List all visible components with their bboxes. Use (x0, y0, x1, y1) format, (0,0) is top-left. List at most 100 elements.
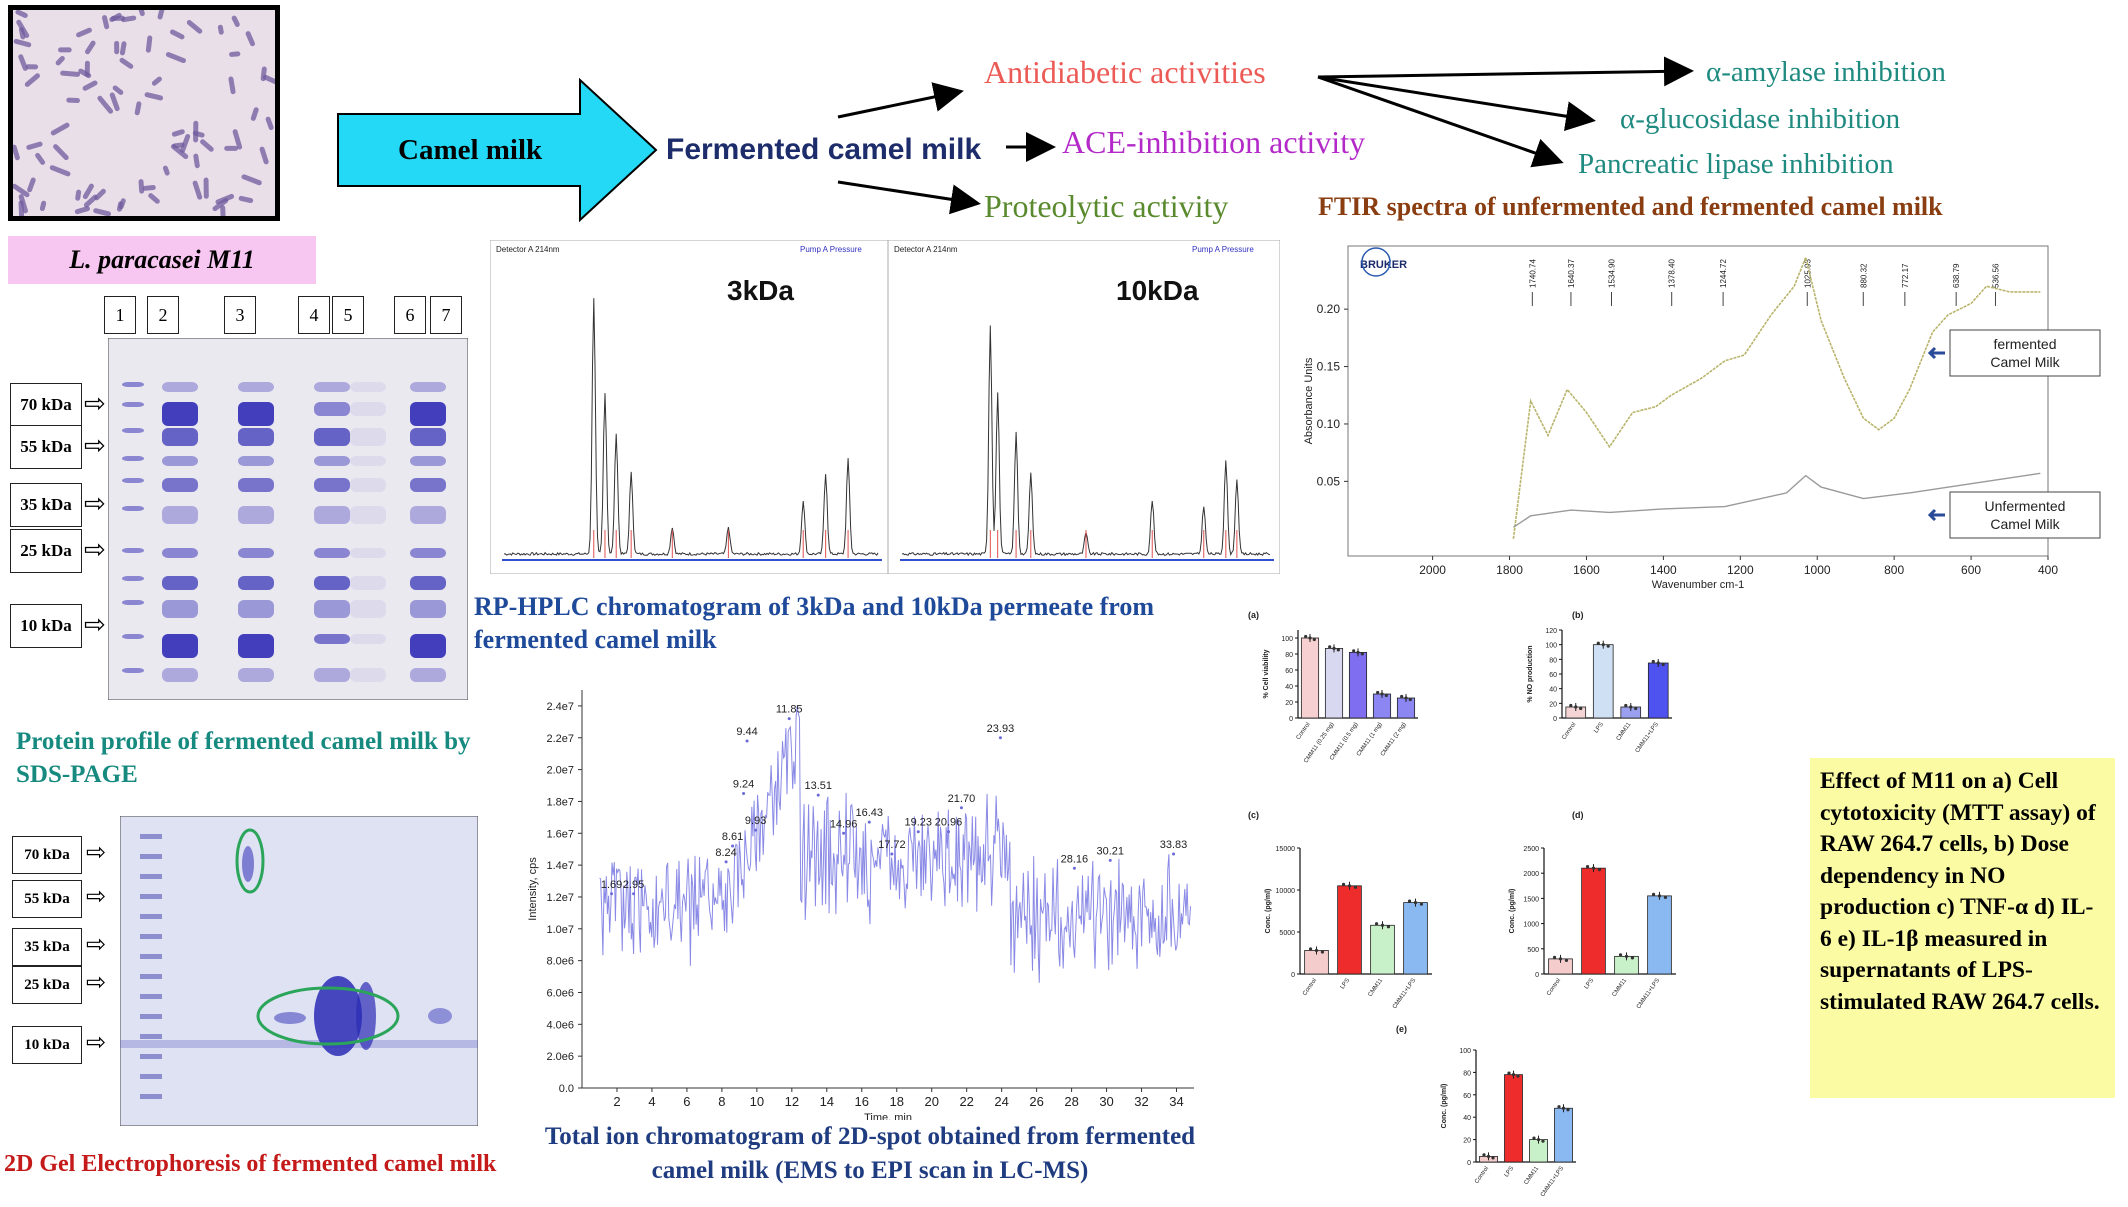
total-ion-chromatogram: 0.0 2.0e6 4.0e6 6.0e6 8.0e6 1.0e7 1.2e7 1.4e7 1.… (527, 690, 1194, 1120)
ftir-peak-label: 1534.90 (1608, 259, 1617, 288)
bacterium-rod (50, 122, 70, 136)
bacterium-rod (74, 206, 90, 215)
data-point (1404, 696, 1408, 700)
marker-arrow-icon: ⇨ (86, 970, 107, 996)
ftir-x-tick-label: 1000 (1804, 563, 1831, 577)
tic-x-tick-label: 18 (890, 1094, 904, 1109)
spot-highlight-circle (256, 986, 400, 1046)
data-point (1374, 922, 1379, 926)
bacterium-rod (186, 20, 203, 34)
arrow-to-glucosidase (1317, 75, 1596, 132)
bacterium-rod (114, 40, 120, 55)
tic-y-tick-label: 0.0 (559, 1083, 574, 1095)
bar (1348, 651, 1368, 719)
gel-band (238, 428, 274, 446)
tic-x-tick-label: 4 (648, 1094, 655, 1109)
ftir-y-tick-label: 0.15 (1317, 360, 1341, 374)
gel-band (122, 382, 144, 387)
tic-peak-label: 23.93 (987, 723, 1015, 735)
bar-category-label: Control (1296, 722, 1312, 741)
bar-y-tick-label: 5000 (1279, 930, 1295, 937)
bar-category-label: CMM11 (2 mg) (1380, 722, 1408, 758)
data-point (1629, 705, 1633, 709)
bar (1403, 902, 1428, 975)
tic-y-tick-label: 1.8e7 (546, 796, 574, 808)
tic-peak-point (724, 860, 728, 864)
sds-lane-number: 5 (332, 296, 364, 334)
sds-lane-number: 2 (147, 296, 179, 334)
antidiabetic-label: Antidiabetic activities (984, 54, 1266, 90)
bar (1504, 1074, 1523, 1163)
ftir-x-tick-label: 800 (1884, 563, 1904, 577)
protein-spot (242, 846, 254, 882)
fermented-camel-milk-label: Fermented camel milk (666, 133, 982, 166)
tic-x-tick-label: 20 (924, 1094, 938, 1109)
sds-marker-box: 25 kDa (10, 529, 82, 573)
bar-y-tick-label: 40 (1285, 684, 1293, 691)
ladder-band (140, 1014, 162, 1019)
bacterium-rod (138, 179, 145, 194)
bar-y-tick-label: 0 (1467, 1160, 1471, 1167)
data-point (1569, 703, 1573, 708)
gel-band (314, 668, 350, 682)
tic-x-tick-label: 26 (1029, 1094, 1043, 1109)
gel-band (410, 600, 446, 618)
ftir-peak-label: 1378.40 (1668, 259, 1677, 288)
bacterium-rod (231, 15, 240, 27)
ftir-unfermented-trace (1513, 472, 2041, 528)
data-point (1407, 899, 1412, 903)
gel-band (410, 402, 446, 426)
tic-y-tick-label: 1.0e7 (546, 924, 574, 936)
bar-category-label: Control (1474, 1166, 1490, 1185)
bacterium-rod (16, 19, 30, 38)
gel-band (122, 668, 144, 673)
gel-band (350, 478, 386, 492)
bar-y-tick-label: 0 (1289, 716, 1293, 723)
data-point (1579, 706, 1583, 711)
ftir-frame (1347, 245, 2049, 557)
protein-spot (428, 1008, 452, 1024)
tic-x-tick-label: 16 (855, 1094, 869, 1109)
tic-caption: Total ion chromatogram of 2D-spot obtain… (544, 1123, 1196, 1184)
bars-caption-text: Effect of M11 on a) Cell cytotoxicity (M… (1820, 768, 2100, 1015)
ftir-legend-fermented-line1: fermented (1993, 336, 2056, 352)
bacterium-rod (58, 47, 72, 53)
gel-band (314, 506, 350, 524)
gel-band (162, 456, 198, 466)
bar-y-tick-label: 20 (1463, 1138, 1471, 1145)
ftir-x-tick-label: 1600 (1573, 563, 1600, 577)
gel-band (314, 382, 350, 392)
data-point (1336, 648, 1340, 652)
bar-category-label: Control (1302, 978, 1318, 997)
bar (1647, 895, 1672, 975)
bar-y-tick-label: 15000 (1276, 846, 1296, 853)
ftir-peak-label: 638.79 (1952, 263, 1961, 288)
ftir-peak-label: 880.32 (1859, 263, 1868, 288)
data-point (1376, 690, 1380, 695)
data-point (1634, 706, 1638, 711)
tic-peak-label: 9.93 (745, 815, 766, 827)
glucosidase-label: α-glucosidase inhibition (1620, 103, 1901, 135)
gel-band (410, 382, 446, 392)
gel-band (314, 478, 350, 492)
bar-category-label: CMM11+LPS (1392, 978, 1417, 1010)
bars-caption: Effect of M11 on a) Cell cytotoxicity (M… (1810, 758, 2115, 1098)
bacterium-rod (85, 40, 96, 55)
tic-peak-point (742, 791, 746, 795)
sds-marker-box: 35 kDa (10, 483, 82, 527)
bacterium-rod (180, 133, 191, 153)
bar (1554, 1107, 1573, 1163)
data-point (1308, 947, 1313, 951)
bacterium-rod (119, 57, 134, 69)
ftir-x-tick-label: 600 (1961, 563, 1981, 577)
arrow-to-proteolytic (837, 180, 981, 215)
tic-y-tick-label: 2.0e7 (546, 765, 574, 777)
tic-peak-label: 2.95 (623, 879, 644, 891)
bacterium-rod (220, 205, 226, 216)
gel-band (238, 456, 274, 466)
bacterium-rod (15, 10, 28, 18)
hplc-header-right: Pump A Pressure (800, 245, 862, 254)
ftir-title: FTIR spectra of unfermented and fermente… (1318, 192, 1943, 221)
bar-y-tick-label: 0 (1535, 972, 1539, 979)
bacterium-rod (241, 174, 262, 186)
